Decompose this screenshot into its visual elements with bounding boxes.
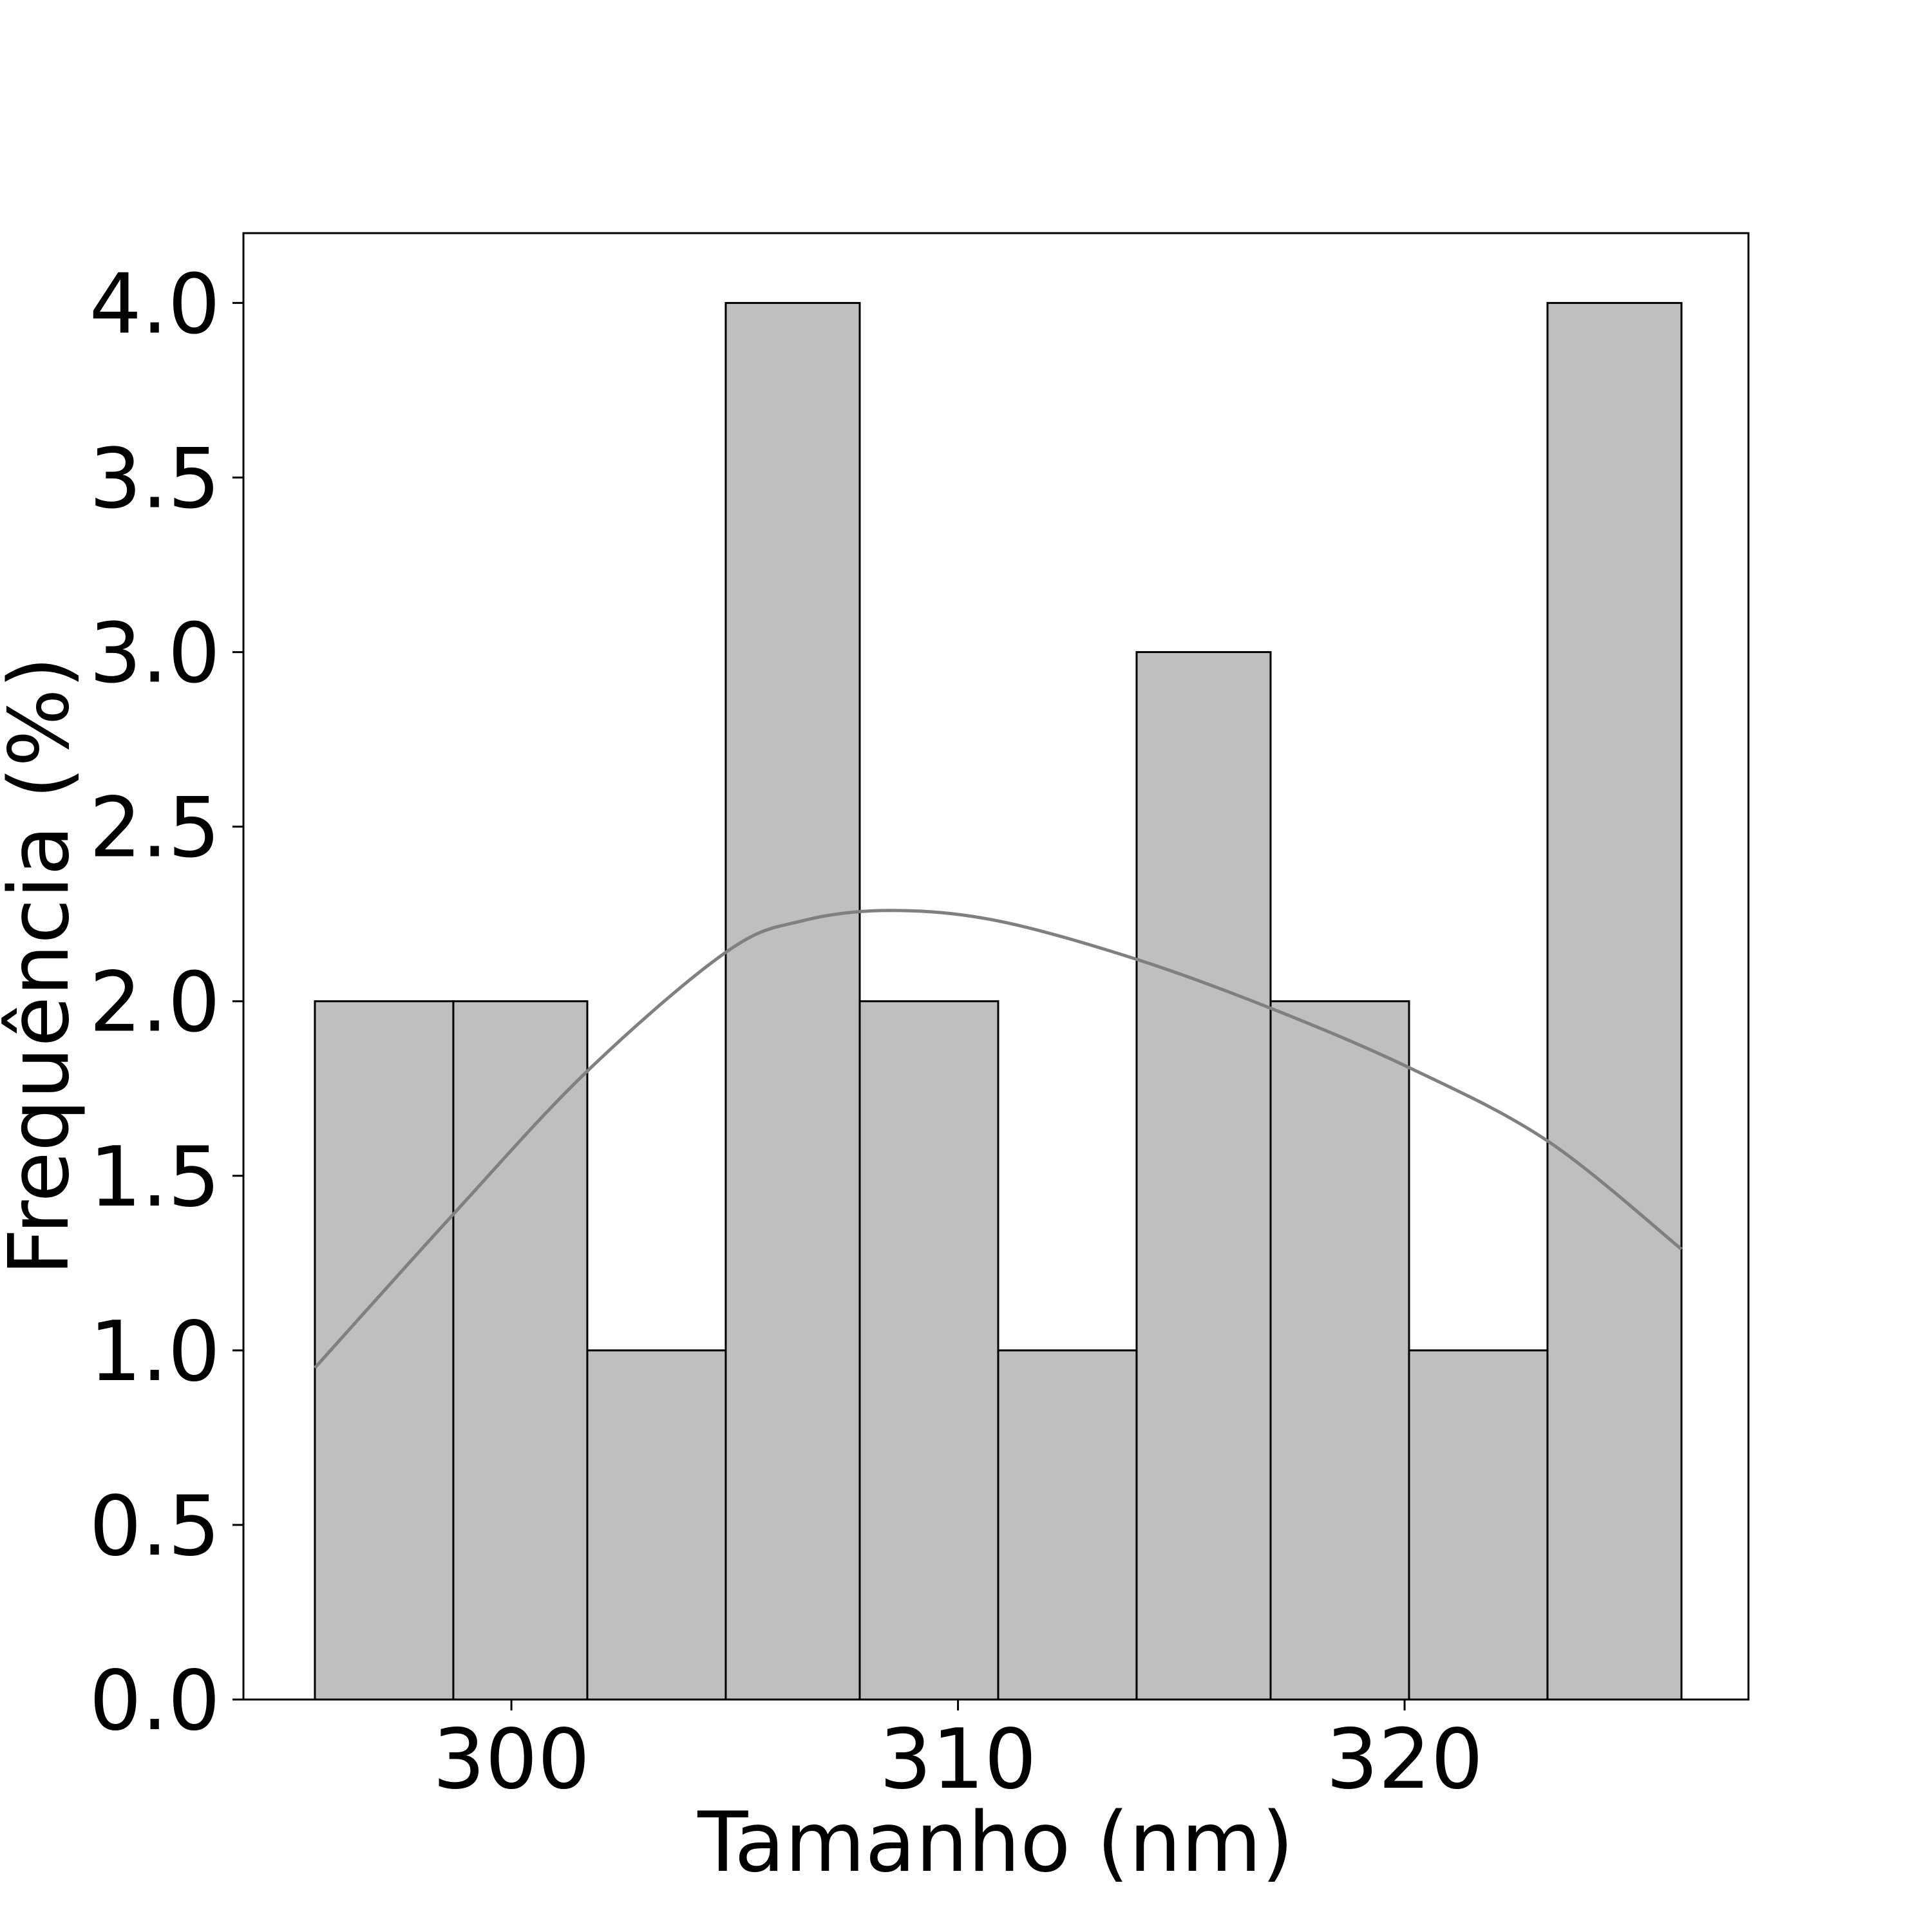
x-tick-label-320: 320 (1326, 1712, 1483, 1808)
histogram-bar-9 (1408, 1349, 1549, 1701)
x-axis-ticks: 300 310 320 (433, 1700, 1483, 1808)
x-tick-label-300: 300 (433, 1712, 590, 1808)
histogram-bar-5 (858, 1000, 999, 1701)
histogram-bar-7 (1135, 651, 1272, 1701)
kde-curve (314, 909, 1683, 1369)
y-tick-label-2.5: 2.5 (89, 781, 220, 876)
y-axis-title: Frequência (%) (0, 656, 88, 1276)
y-tick-label-1.0: 1.0 (89, 1304, 220, 1400)
bars-layer (314, 301, 1683, 1701)
y-tick-label-0.5: 0.5 (89, 1479, 220, 1575)
histogram-bar-3 (586, 1349, 727, 1701)
x-tick-label-310: 310 (879, 1712, 1036, 1808)
histogram-bar-10 (1546, 301, 1683, 1701)
histogram-bar-6 (997, 1349, 1138, 1701)
x-axis-title: Tamanho (nm) (697, 1795, 1294, 1891)
y-tick-label-3.5: 3.5 (89, 431, 220, 527)
y-axis-ticks: 0.0 0.5 1.0 1.5 2.0 2.5 3.0 3.5 4.0 (89, 256, 243, 1749)
histogram-bar-2 (452, 1000, 589, 1701)
histogram-bar-1 (314, 1000, 455, 1701)
histogram-bar-8 (1269, 1000, 1410, 1701)
kde-layer (314, 909, 1683, 1369)
plot-frame (242, 232, 1750, 1701)
y-tick-label-0.0: 0.0 (89, 1653, 220, 1749)
y-tick-label-2.0: 2.0 (89, 955, 220, 1051)
histogram-bar-4 (724, 301, 861, 1701)
y-tick-label-1.5: 1.5 (89, 1130, 220, 1226)
y-tick-label-4.0: 4.0 (89, 256, 220, 352)
y-tick-label-3.0: 3.0 (89, 606, 220, 702)
